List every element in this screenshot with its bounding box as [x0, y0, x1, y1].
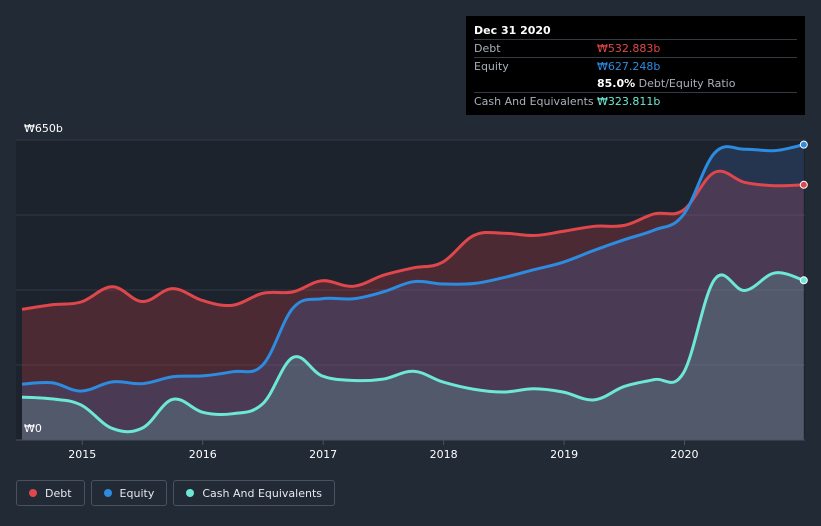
tooltip-cash-value: ₩323.811b: [597, 95, 661, 108]
tooltip-row-cash: Cash And Equivalents ₩323.811b: [474, 92, 797, 110]
cash-dot-icon: [186, 489, 195, 497]
tooltip-equity-label: Equity: [474, 60, 509, 73]
tooltip-row-debt: Debt ₩532.883b: [474, 39, 797, 57]
tooltip-debt-value: ₩532.883b: [597, 42, 661, 55]
end-marker-cash-and-equivalents: [799, 276, 808, 285]
x-tick-label-2016: 2016: [189, 448, 217, 461]
y-tick-label-min: ₩0: [24, 422, 42, 435]
x-tick-label-2015: 2015: [68, 448, 96, 461]
legend-item-cash[interactable]: Cash And Equivalents: [173, 480, 335, 506]
end-marker-equity: [799, 140, 808, 149]
x-tick-label-2019: 2019: [550, 448, 578, 461]
line-cash-and-equivalents: [21, 271, 805, 434]
y-tick-label-max: ₩650b: [24, 122, 63, 135]
line-debt: [21, 169, 804, 311]
series-lines: [21, 143, 805, 434]
legend-label-cash: Cash And Equivalents: [202, 486, 322, 500]
legend-label-debt: Debt: [45, 486, 72, 500]
chart-legend: Debt Equity Cash And Equivalents: [16, 480, 335, 506]
x-tick-label-2017: 2017: [309, 448, 337, 461]
x-tick-label-2020: 2020: [671, 448, 699, 461]
tooltip-ratio-label: Debt/Equity Ratio: [638, 77, 736, 90]
x-tick-label-2018: 2018: [430, 448, 458, 461]
data-tooltip: Dec 31 2020 Debt ₩532.883b Equity ₩627.2…: [466, 16, 805, 115]
axis-ticks: ₩650b ₩0 2015 2016 2017 2018 2019 2020: [16, 122, 805, 461]
tooltip-row-equity: Equity ₩627.248b: [474, 57, 797, 75]
end-marker-debt: [799, 180, 808, 189]
tooltip-debt-label: Debt: [474, 42, 501, 55]
tooltip-ratio-value: 85.0%: [597, 77, 636, 90]
legend-item-debt[interactable]: Debt: [16, 480, 85, 506]
tooltip-date: Dec 31 2020: [474, 24, 551, 37]
legend-label-equity: Equity: [119, 486, 155, 500]
tooltip-equity-value: ₩627.248b: [597, 60, 661, 73]
tooltip-cash-label: Cash And Equivalents: [474, 95, 594, 108]
tooltip-row-ratio: 85.0% Debt/Equity Ratio: [474, 75, 797, 92]
debt-dot-icon: [29, 489, 37, 497]
end-markers: [799, 140, 808, 285]
line-equity: [21, 143, 805, 393]
area-equity: [22, 144, 804, 440]
equity-dot-icon: [103, 489, 112, 497]
area-cash-and-equivalents: [22, 272, 804, 440]
legend-item-equity[interactable]: Equity: [90, 480, 168, 506]
